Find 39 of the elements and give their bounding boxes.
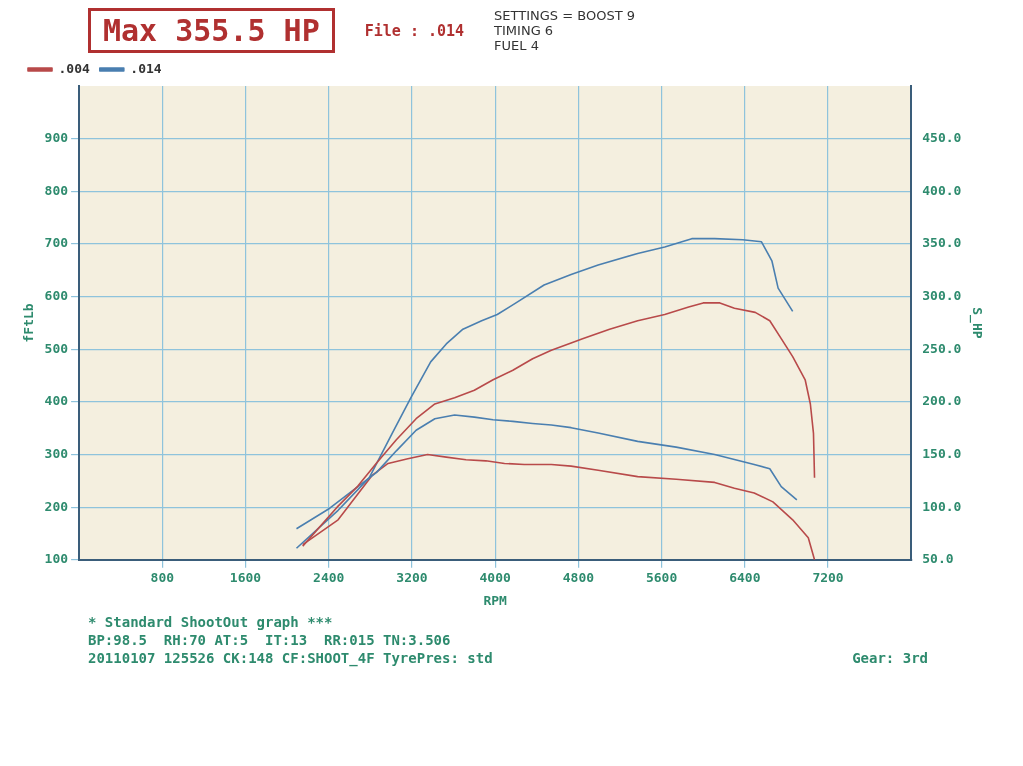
y2-tick-label: 450.0 (922, 130, 962, 146)
x-tick-label: 800 (150, 569, 175, 585)
y-tick-label: 600 (44, 287, 69, 303)
text: 20110107 125526 CK:148 CF:SHOOT_4F TyrePres: std (88, 650, 493, 666)
y-tick-label: 900 (44, 130, 69, 146)
text: SETTINGS = BOOST 9 TIMING 6 FUEL 4 (494, 8, 636, 53)
x-tick-label: 6400 (729, 569, 761, 585)
y2-tick-label: 150.0 (922, 445, 962, 461)
y2-tick-label: 300.0 (922, 287, 962, 303)
y2-tick-label: 50.0 (922, 551, 954, 567)
y-tick-label: 700 (44, 235, 69, 251)
x-axis-title: RPM (483, 592, 508, 608)
y-tick-label: 400 (44, 393, 69, 409)
y2-tick-label: 200.0 (922, 393, 962, 409)
y2-tick-label: 100.0 (922, 498, 962, 514)
text: BP:98.5 RH:70 AT:5 IT:13 RR:015 TN:3.506 (88, 631, 452, 649)
y-tick-label: 800 (44, 182, 69, 198)
y-tick-label: 300 (44, 445, 69, 461)
legend-label: .014 (130, 60, 162, 76)
text: * Standard ShootOut graph *** (88, 613, 334, 631)
y2-axis-title: S_HP (968, 307, 985, 339)
text: Gear: 3rd (852, 650, 928, 666)
x-tick-label: 3200 (396, 569, 428, 585)
y2-tick-label: 350.0 (922, 235, 962, 251)
y2-tick-label: 400.0 (922, 182, 962, 198)
y-tick-label: 500 (44, 340, 69, 356)
x-tick-label: 7200 (812, 569, 844, 585)
legend-label: .004 (58, 60, 90, 76)
text: File : .014 (364, 21, 465, 40)
y2-tick-label: 250.0 (922, 340, 962, 356)
x-tick-label: 4000 (479, 569, 511, 585)
x-tick-label: 1600 (229, 569, 262, 585)
chart-title: Max 355.5 HP (88, 8, 335, 53)
y-tick-label: 200 (44, 498, 69, 514)
x-tick-label: 4800 (562, 569, 595, 585)
x-tick-label: 5600 (645, 569, 678, 585)
y-tick-label: 100 (44, 551, 69, 567)
y-axis-title: fFtLb (21, 303, 37, 343)
x-tick-label: 2400 (313, 569, 345, 585)
